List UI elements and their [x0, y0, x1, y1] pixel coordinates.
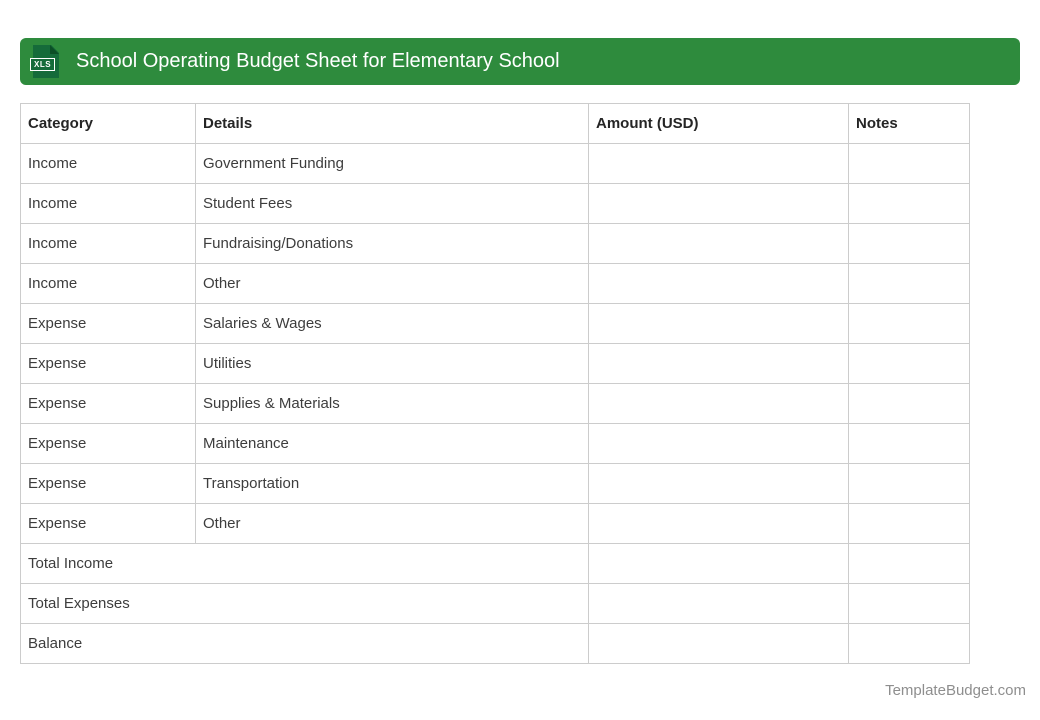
cell-details: Utilities [195, 343, 589, 384]
cell-details: Supplies & Materials [195, 383, 589, 424]
page-title: School Operating Budget Sheet for Elemen… [76, 50, 560, 72]
cell-amount [588, 263, 849, 304]
cell-category: Income [20, 263, 196, 304]
cell-details: Salaries & Wages [195, 303, 589, 344]
cell-notes [848, 383, 970, 424]
budget-table: Category Details Amount (USD) Notes Inco… [20, 103, 970, 664]
cell-details: Government Funding [195, 143, 589, 184]
cell-notes [848, 143, 970, 184]
column-header-details: Details [195, 103, 589, 144]
cell-details: Student Fees [195, 183, 589, 224]
xls-file-icon: XLS [30, 45, 59, 78]
column-header-notes: Notes [848, 103, 970, 144]
column-header-amount: Amount (USD) [588, 103, 849, 144]
cell-amount [588, 223, 849, 264]
summary-row-total-expenses: Total Expenses [20, 583, 970, 624]
summary-label: Balance [20, 623, 589, 664]
cell-notes [848, 183, 970, 224]
column-header-category: Category [20, 103, 196, 144]
cell-category: Expense [20, 463, 196, 504]
cell-amount [588, 143, 849, 184]
cell-notes [848, 223, 970, 264]
summary-label: Total Income [20, 543, 589, 584]
cell-category: Income [20, 223, 196, 264]
cell-notes [848, 503, 970, 544]
cell-notes [848, 623, 970, 664]
cell-amount [588, 463, 849, 504]
cell-category: Expense [20, 423, 196, 464]
table-row: Expense Salaries & Wages [20, 303, 970, 344]
cell-amount [588, 423, 849, 464]
table-header-row: Category Details Amount (USD) Notes [20, 103, 970, 144]
cell-amount [588, 183, 849, 224]
table-row: Income Student Fees [20, 183, 970, 224]
table-row: Income Other [20, 263, 970, 304]
summary-row-balance: Balance [20, 623, 970, 664]
cell-amount [588, 343, 849, 384]
cell-amount [588, 383, 849, 424]
title-bar: XLS School Operating Budget Sheet for El… [20, 38, 1020, 85]
cell-notes [848, 303, 970, 344]
table-row: Expense Maintenance [20, 423, 970, 464]
cell-details: Transportation [195, 463, 589, 504]
table-row: Expense Utilities [20, 343, 970, 384]
cell-amount [588, 583, 849, 624]
table-row: Income Government Funding [20, 143, 970, 184]
cell-amount [588, 623, 849, 664]
cell-notes [848, 263, 970, 304]
cell-notes [848, 463, 970, 504]
footer-site-name: TemplateBudget.com [885, 682, 1026, 699]
summary-label: Total Expenses [20, 583, 589, 624]
xls-file-icon-fold [50, 45, 59, 54]
cell-details: Maintenance [195, 423, 589, 464]
xls-file-icon-label: XLS [30, 58, 56, 71]
cell-amount [588, 303, 849, 344]
cell-notes [848, 543, 970, 584]
cell-details: Other [195, 263, 589, 304]
table-row: Expense Transportation [20, 463, 970, 504]
cell-details: Fundraising/Donations [195, 223, 589, 264]
cell-category: Expense [20, 343, 196, 384]
cell-notes [848, 343, 970, 384]
cell-category: Income [20, 183, 196, 224]
cell-category: Expense [20, 383, 196, 424]
cell-amount [588, 503, 849, 544]
cell-notes [848, 583, 970, 624]
summary-row-total-income: Total Income [20, 543, 970, 584]
cell-amount [588, 543, 849, 584]
table-row: Expense Other [20, 503, 970, 544]
table-row: Expense Supplies & Materials [20, 383, 970, 424]
cell-category: Expense [20, 303, 196, 344]
cell-details: Other [195, 503, 589, 544]
table-row: Income Fundraising/Donations [20, 223, 970, 264]
cell-category: Income [20, 143, 196, 184]
cell-category: Expense [20, 503, 196, 544]
cell-notes [848, 423, 970, 464]
